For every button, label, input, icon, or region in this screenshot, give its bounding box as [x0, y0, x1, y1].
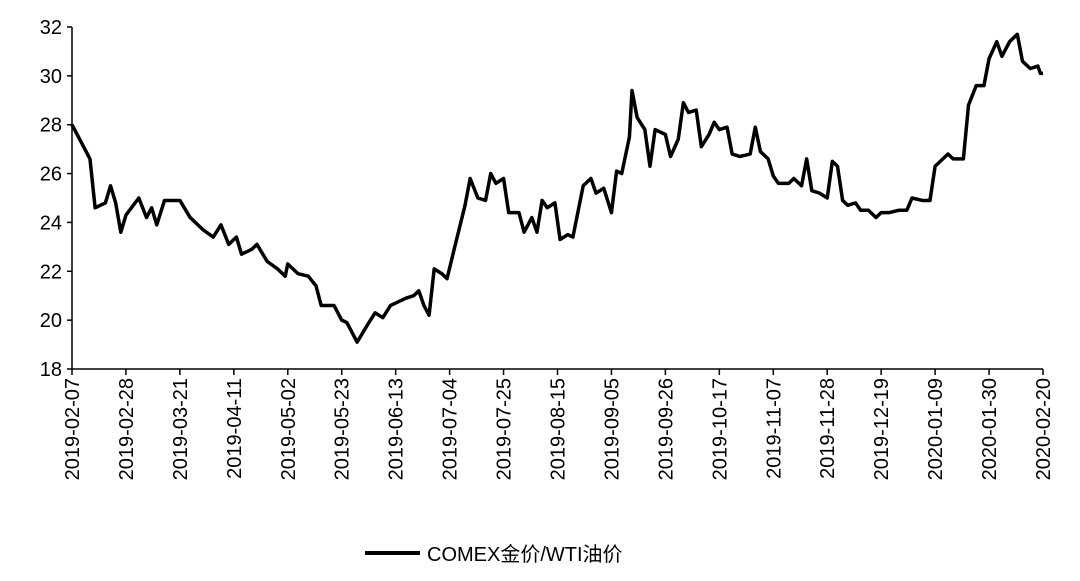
x-tick-label: 2019-02-28 — [116, 378, 138, 480]
x-tick-label: 2019-04-11 — [224, 378, 246, 479]
x-tick-label: 2019-11-07 — [763, 378, 785, 479]
x-tick-label: 2019-09-26 — [655, 378, 677, 480]
x-tick-label: 2020-01-09 — [925, 378, 947, 480]
y-tick-label: 20 — [40, 310, 62, 332]
x-tick-label: 2019-11-28 — [817, 378, 839, 479]
series-line — [70, 32, 1043, 344]
y-tick-label: 18 — [40, 359, 62, 381]
x-tick-label: 2019-07-04 — [440, 378, 462, 480]
y-tick-label: 30 — [40, 66, 62, 88]
y-tick-label: 24 — [40, 212, 62, 234]
x-tick-label: 2019-10-17 — [709, 378, 731, 480]
x-tick-label: 2019-02-07 — [62, 378, 84, 480]
x-tick-label: 2020-02-20 — [1033, 378, 1055, 480]
x-tick-label: 2019-12-19 — [871, 378, 893, 480]
x-tick-label: 2019-09-05 — [601, 378, 623, 480]
x-tick-label: 2019-06-13 — [386, 378, 408, 480]
y-tick-label: 28 — [40, 115, 62, 137]
y-tick-label: 32 — [40, 17, 62, 39]
x-tick-label: 2019-08-15 — [548, 378, 570, 480]
y-tick-label: 22 — [40, 261, 62, 283]
x-tick-label: 2019-05-23 — [332, 378, 354, 480]
x-tick-label: 2020-01-30 — [979, 378, 1001, 480]
x-tick-label: 2019-05-02 — [278, 378, 300, 480]
x-tick-label: 2019-03-21 — [170, 378, 192, 480]
y-tick-label: 26 — [40, 164, 62, 186]
x-tick-label: 2019-07-25 — [494, 378, 516, 480]
legend-label: COMEX金价/WTI油价 — [427, 543, 623, 566]
